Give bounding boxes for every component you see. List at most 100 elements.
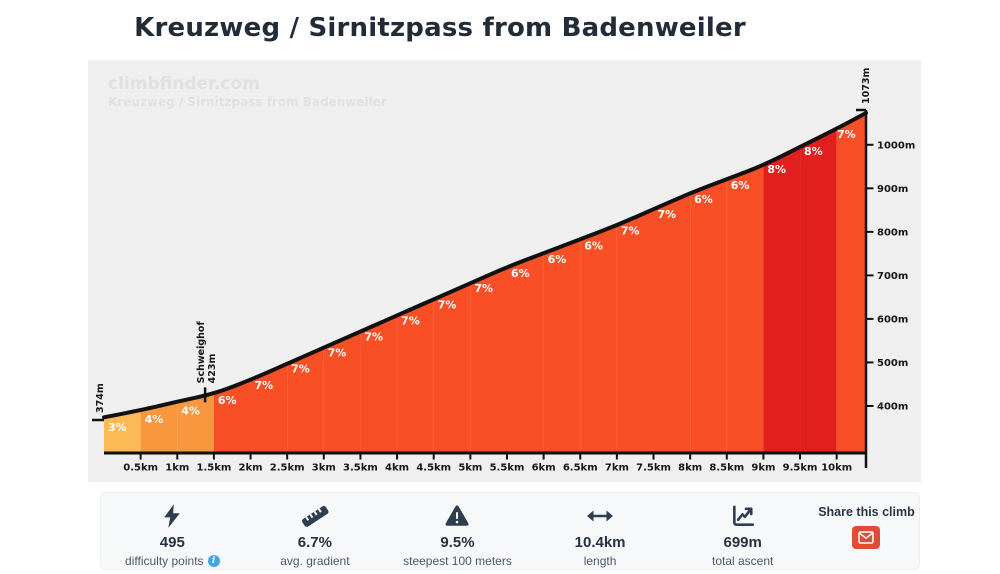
gradient-label: 4% (145, 413, 164, 426)
gradient-label: 6% (218, 394, 237, 407)
share-email-button[interactable] (852, 526, 881, 549)
stat-label: total ascent (712, 554, 773, 568)
gradient-label: 4% (181, 405, 200, 418)
stat-value: 6.7% (297, 534, 332, 551)
gradient-label: 6% (511, 267, 530, 280)
gradient-segment (177, 393, 214, 453)
gradient-segment (323, 331, 361, 453)
x-tick-label: 8km (678, 463, 702, 474)
waypoint-name-label: Schweighof (196, 321, 207, 384)
stat-label-text: avg. gradient (280, 554, 350, 568)
gradient-segment (763, 146, 801, 453)
x-tick-label: 2km (239, 463, 263, 474)
gradient-segment (250, 363, 288, 453)
x-tick-label: 0.5km (123, 463, 158, 474)
gradient-segment (470, 267, 507, 453)
envelope-icon (858, 531, 875, 544)
x-tick-label: 2.5km (270, 463, 305, 474)
gradient-label: 7% (255, 379, 274, 392)
gradient-label: 7% (401, 314, 420, 327)
gradient-label: 7% (837, 128, 856, 141)
y-tick-label: 900m (877, 184, 908, 195)
elevation-profile-line (102, 111, 868, 420)
y-tick-label: 700m (877, 271, 908, 282)
stat-total-ascent: 699m total ascent (671, 500, 814, 569)
ascent-chart-icon (730, 500, 756, 530)
summit-elevation-label: 1073m (861, 68, 872, 104)
gradient-label: 7% (657, 208, 676, 221)
bolt-icon (161, 500, 183, 530)
stat-label-text: total ascent (711, 554, 774, 568)
gradient-segment (653, 193, 691, 454)
gradient-segment (287, 347, 324, 453)
gradient-segment (433, 283, 471, 453)
stat-value: 9.5% (440, 534, 475, 551)
stats-bar: 495 difficulty points i 6.7% (100, 492, 920, 570)
gradient-label: 8% (804, 145, 823, 158)
stat-label-text: length (583, 554, 617, 568)
gradient-segment (506, 253, 544, 453)
gradient-label: 7% (364, 330, 383, 343)
x-tick-label: 1km (165, 463, 189, 474)
gradient-label: 8% (767, 163, 786, 176)
start-elevation-label: 374m (95, 383, 106, 413)
gradient-label: 6% (548, 253, 567, 266)
gradient-segment (213, 379, 251, 453)
x-tick-label: 5km (458, 463, 482, 474)
stat-value: 495 (159, 534, 185, 551)
y-tick-label: 1000m (877, 140, 915, 151)
x-tick-label: 7km (605, 463, 629, 474)
gradient-label: 7% (328, 347, 347, 360)
gradient-segment (616, 209, 654, 453)
gradient-segment (580, 225, 617, 453)
share-block: Share this climb (814, 500, 919, 569)
gradient-segment (397, 299, 434, 453)
gradient-label: 7% (474, 282, 493, 295)
stat-value: 699m (723, 534, 762, 551)
x-tick-label: 7.5km (636, 463, 671, 474)
gradient-segment (690, 179, 727, 453)
gradient-segment (800, 128, 837, 453)
gradient-label: 3% (108, 421, 127, 434)
y-tick-label: 500m (877, 358, 908, 369)
y-tick-label: 600m (877, 314, 908, 325)
gradient-label: 6% (584, 239, 603, 252)
x-tick-label: 4km (385, 463, 409, 474)
stat-difficulty-points: 495 difficulty points i (101, 500, 244, 569)
share-label: Share this climb (818, 505, 915, 519)
gradient-label: 7% (438, 298, 457, 311)
x-tick-label: 5.5km (490, 463, 525, 474)
gradient-label: 6% (731, 179, 750, 192)
stat-label: difficulty points i (125, 554, 220, 568)
x-tick-label: 4.5km (416, 463, 451, 474)
x-tick-label: 3.5km (343, 463, 378, 474)
stat-label: steepest 100 meters (403, 554, 512, 568)
x-tick-label: 8.5km (709, 463, 744, 474)
gradient-segment (360, 315, 398, 453)
info-icon[interactable]: i (207, 555, 220, 567)
gradient-segment (543, 239, 581, 453)
gradient-label: 6% (694, 193, 713, 206)
stat-label: length (584, 554, 617, 568)
x-tick-label: 10km (821, 463, 852, 474)
stat-steepest: 9.5% steepest 100 meters (386, 500, 529, 569)
stat-label-text: steepest 100 meters (403, 554, 512, 568)
x-tick-label: 9km (751, 463, 775, 474)
page-title: Kreuzweg / Sirnitzpass from Badenweiler (134, 13, 746, 43)
x-tick-label: 6km (532, 463, 556, 474)
gradient-segment (104, 410, 141, 453)
stat-length: 10.4km length (529, 500, 672, 569)
y-tick-label: 400m (877, 401, 908, 412)
x-tick-label: 6.5km (563, 463, 598, 474)
stat-value: 10.4km (574, 534, 626, 551)
x-tick-label: 9.5km (783, 463, 818, 474)
gradient-label: 7% (621, 224, 640, 237)
gradient-segment (140, 401, 178, 453)
gradient-segment (726, 165, 764, 453)
waypoint-elevation-label: 423m (207, 354, 218, 384)
gradient-label: 7% (291, 363, 310, 376)
stat-avg-gradient: 6.7% avg. gradient (244, 500, 387, 569)
x-tick-label: 3km (312, 463, 336, 474)
